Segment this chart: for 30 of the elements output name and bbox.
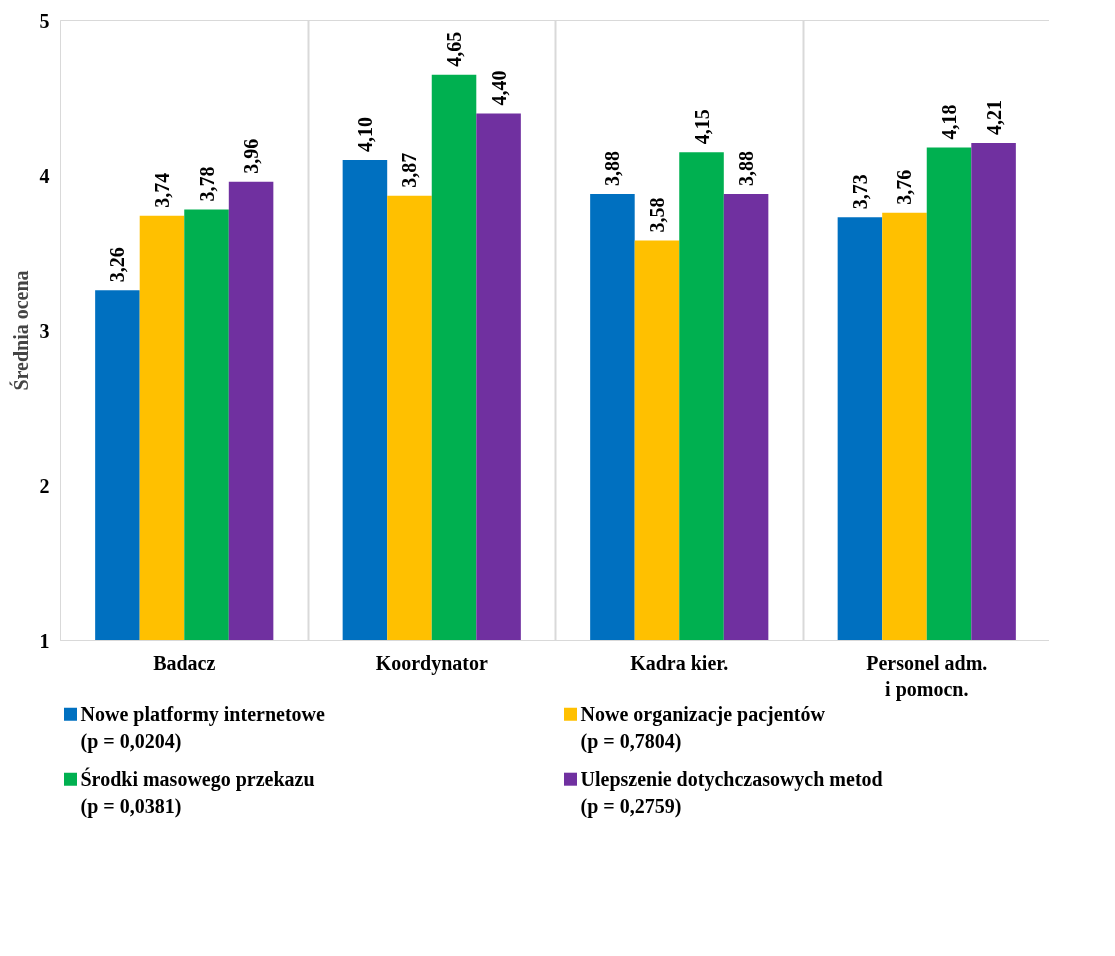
- data-label: 3,88: [601, 151, 624, 187]
- data-label: 3,74: [150, 172, 173, 208]
- y-tick-label: 1: [39, 629, 50, 652]
- legend-label: Nowe platformy internetowe (p = 0,0204): [80, 703, 325, 753]
- data-label: 4,15: [690, 109, 713, 145]
- x-tick-label: Kadra kier.: [630, 651, 729, 674]
- x-tick-label: Badacz: [153, 651, 216, 674]
- data-label: 3,73: [848, 174, 871, 210]
- data-label: 3,58: [645, 197, 668, 233]
- y-tick-label: 5: [39, 9, 50, 32]
- y-tick-label: 4: [39, 164, 50, 187]
- data-label: 4,10: [353, 117, 376, 152]
- y-axis-title: Średnia ocena: [8, 270, 32, 391]
- y-tick-label: 3: [39, 319, 50, 342]
- data-label: 3,96: [240, 138, 263, 174]
- legend-label: Ulepszenie dotychczasowych metod (p = 0,2759): [580, 768, 883, 818]
- data-label: 3,88: [735, 151, 758, 187]
- data-label: 4,65: [443, 31, 466, 67]
- data-label: 3,87: [398, 152, 421, 188]
- data-label: 4,21: [982, 99, 1005, 135]
- data-label: 3,78: [195, 166, 218, 202]
- data-label: 4,18: [938, 104, 961, 140]
- data-label: 3,76: [893, 169, 916, 205]
- data-label: 4,40: [487, 70, 510, 106]
- legend-label: Środki masowego przekazu (p = 0,0381): [80, 767, 315, 818]
- data-label: 3,26: [106, 247, 129, 283]
- x-tick-label: Koordynator: [375, 651, 488, 675]
- legend-label: Nowe organizacje pacjentów (p = 0,7804): [580, 703, 826, 753]
- x-tick-label: Personel adm. i pomocn.: [866, 651, 988, 701]
- y-tick-label: 2: [39, 474, 50, 497]
